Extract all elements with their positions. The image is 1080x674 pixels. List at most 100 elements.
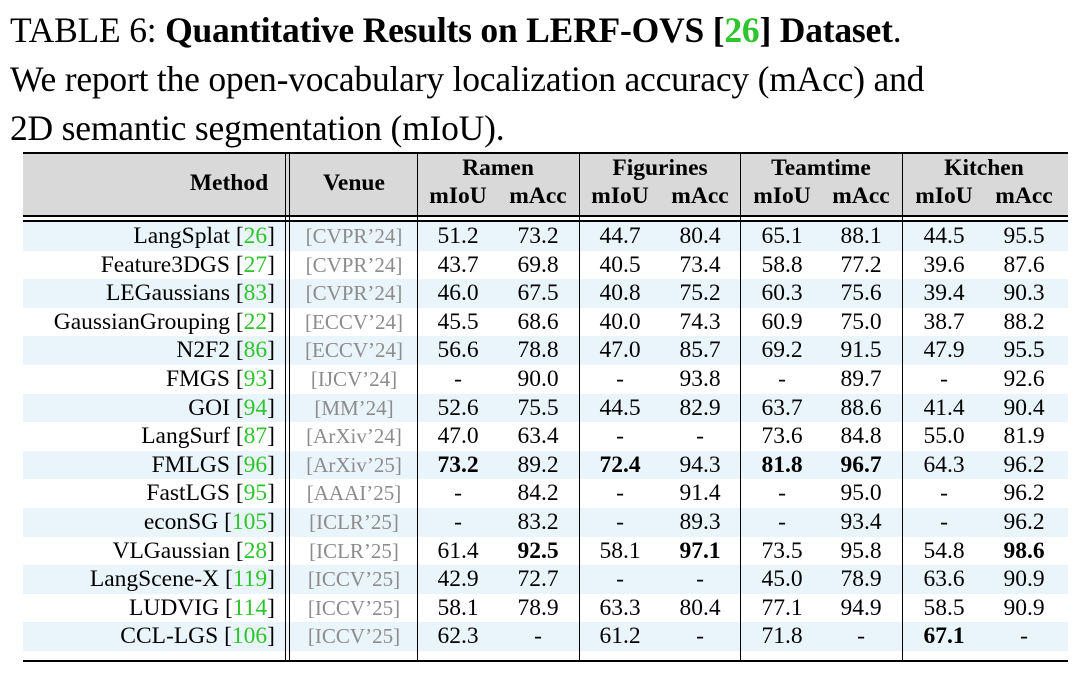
metric-cell: 63.3: [599, 594, 641, 621]
metric-cell: 47.0: [437, 423, 479, 450]
metric-cell: -: [696, 623, 704, 650]
metric-cell: 55.0: [923, 423, 965, 450]
method-citation[interactable]: 28: [243, 537, 268, 564]
metric-cell: 60.9: [761, 308, 803, 335]
method-citation[interactable]: 114: [232, 594, 268, 621]
column-separator: [902, 154, 904, 660]
metric-cell: 61.4: [437, 537, 479, 564]
table-row: CCL-LGS [106] [ICCV’25] 62.3 - 61.2 - 71.8 - 67.…: [23, 622, 1068, 651]
metric-cell: 73.6: [761, 423, 803, 450]
column-separator: [740, 154, 742, 660]
metric-cell: 78.9: [517, 594, 559, 621]
table-row: FMLGS [96] [ArXiv’25] 73.2 89.2 72.4 94.3 81.8…: [23, 450, 1068, 480]
table-row: N2F2 [86] [ECCV’24] 56.6 78.8 47.0 85.7 69.2 91…: [23, 336, 1068, 365]
method-citation[interactable]: 26: [243, 223, 268, 249]
table-row: VLGaussian [28] [ICLR’25] 61.4 92.5 58.1 97.1…: [23, 537, 1068, 566]
method-citation[interactable]: 94: [243, 394, 268, 421]
method-name: LangSplat [26]: [133, 223, 275, 249]
method-citation[interactable]: 96: [243, 451, 268, 478]
caption-citation[interactable]: 26: [724, 10, 760, 50]
header-macc: mAcc: [509, 183, 567, 209]
metric-cell: -: [857, 623, 865, 650]
metric-cell: 84.8: [840, 423, 882, 450]
metric-cell: 96.2: [1003, 451, 1045, 478]
method-name: LEGaussians [83]: [105, 280, 275, 307]
venue-cell: [ECCV’24]: [305, 309, 403, 334]
method-citation[interactable]: 22: [243, 308, 268, 335]
metric-cell: 71.8: [761, 623, 803, 650]
venue-cell: [CVPR’24]: [305, 224, 403, 248]
metric-cell: 44.5: [599, 394, 641, 421]
metric-cell: 42.9: [437, 566, 479, 593]
method-name: N2F2 [86]: [176, 337, 275, 364]
metric-cell: 88.2: [1003, 308, 1045, 335]
metric-cell: 45.5: [437, 308, 479, 335]
metric-cell: 87.6: [1003, 251, 1045, 278]
metric-cell: 89.7: [840, 366, 882, 392]
method-citation[interactable]: 86: [243, 337, 268, 364]
method-citation[interactable]: 106: [231, 623, 268, 650]
column-separator: [579, 154, 581, 660]
metric-cell: 41.4: [923, 394, 965, 421]
metric-cell: 75.2: [679, 280, 721, 307]
metric-cell: 90.4: [1003, 394, 1045, 421]
metric-cell: 75.0: [840, 308, 882, 335]
method-citation[interactable]: 93: [243, 366, 268, 392]
column-separator: [285, 154, 287, 660]
table-row: econSG [105] [ICLR’25] - 83.2 - 89.3 - 93.4 - 96.…: [23, 508, 1068, 537]
column-separator: [417, 154, 419, 660]
metric-cell: 75.5: [517, 394, 559, 421]
method-name: Feature3DGS [27]: [100, 251, 275, 278]
method-label: FastLGS [: [146, 480, 244, 507]
top-rule: [23, 152, 1068, 154]
venue-cell: [ICCV’25]: [307, 567, 401, 592]
metric-cell: 96.2: [1003, 509, 1045, 535]
metric-cell: 47.0: [599, 337, 641, 364]
metric-cell: 95.8: [840, 537, 882, 564]
method-label: GOI [: [188, 394, 244, 421]
method-name: FMGS [93]: [165, 366, 275, 392]
venue-cell: [ECCV’24]: [305, 338, 403, 363]
metric-cell: 90.0: [517, 366, 559, 392]
metric-cell: -: [778, 509, 786, 535]
table-row: FastLGS [95] [AAAI’25] - 84.2 - 91.4 - 95.0 - 96.…: [23, 479, 1068, 508]
metric-cell: 88.6: [840, 394, 882, 421]
metric-cell: 40.0: [599, 308, 641, 335]
method-name: FastLGS [95]: [146, 480, 275, 507]
metric-cell: -: [778, 480, 786, 507]
method-citation[interactable]: 119: [232, 566, 268, 593]
metric-cell: 58.8: [761, 251, 803, 278]
metric-cell: 72.4: [599, 451, 641, 478]
table-row: Feature3DGS [27] [CVPR’24] 43.7 69.8 40.5 73.…: [23, 251, 1068, 280]
table-row: LUDVIG [114] [ICCV’25] 58.1 78.9 63.3 80.4 77.…: [23, 594, 1068, 623]
metric-cell: -: [616, 566, 624, 593]
method-citation[interactable]: 83: [243, 280, 268, 307]
method-citation[interactable]: 87: [243, 423, 268, 450]
method-citation[interactable]: 27: [243, 251, 268, 278]
table-row: GOI [94] [MM’24] 52.6 75.5 44.5 82.9 63.7 88.6 4…: [23, 393, 1068, 423]
method-citation[interactable]: 105: [231, 509, 268, 535]
method-label: LEGaussians [: [105, 280, 244, 307]
metric-cell: 46.0: [437, 280, 479, 307]
metric-cell: 67.1: [923, 623, 965, 650]
metric-cell: 80.4: [679, 594, 721, 621]
table-header: [23, 154, 1068, 215]
header-group-ramen: Ramen: [462, 155, 534, 181]
method-label: econSG [: [143, 509, 232, 535]
metric-cell: 95.5: [1003, 337, 1045, 364]
metric-cell: -: [940, 509, 948, 535]
metric-cell: 69.2: [761, 337, 803, 364]
method-name: GOI [94]: [188, 394, 275, 421]
metric-cell: 80.4: [679, 223, 721, 249]
method-label: N2F2 [: [176, 337, 244, 364]
header-rule: [23, 215, 1068, 217]
metric-cell: -: [616, 423, 624, 450]
metric-cell: 88.1: [840, 223, 882, 249]
metric-cell: -: [696, 423, 704, 450]
metric-cell: 92.5: [517, 537, 559, 564]
metric-cell: 61.2: [599, 623, 641, 650]
bottom-rule: [23, 660, 1068, 662]
venue-cell: [ICCV’25]: [307, 595, 401, 620]
method-name: VLGaussian [28]: [112, 537, 275, 564]
method-citation[interactable]: 95: [243, 480, 268, 507]
